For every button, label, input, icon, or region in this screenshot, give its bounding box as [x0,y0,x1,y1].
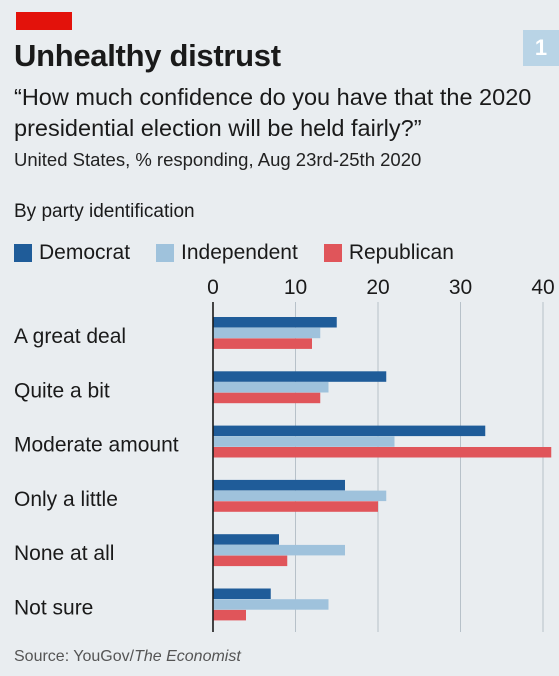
category-label: Not sure [14,597,93,620]
bar-chart: 0 10 20 30 40 A great deal Quite a bit Moderate… [14,276,555,632]
bar [213,501,378,512]
bar [213,555,288,567]
bar [213,490,387,502]
category-label: Moderate amount [14,434,179,457]
bar [213,425,486,437]
x-tick-label: 10 [284,276,307,299]
bar [213,599,329,610]
bar [213,436,395,447]
legend-label-republican: Republican [348,241,454,264]
category-label: Quite a bit [14,379,110,402]
x-tick-label: 20 [366,276,389,299]
x-tick-label: 30 [449,276,472,299]
source-note: Source: YouGov/The Economist [14,648,241,666]
x-tick-label: 0 [207,276,219,299]
source-prefix: Source: YouGov/ [14,648,135,665]
legend-label-democrat: Democrat [39,241,131,264]
legend-swatch-democrat [14,244,32,262]
section-label: By party identification [14,201,195,222]
bar [213,382,329,393]
legend-label-independent: Independent [181,241,298,264]
bar [213,609,246,621]
chart-description: United States, % responding, Aug 23rd-25… [14,149,422,170]
category-label: A great deal [14,325,126,348]
chart-subtitle: “How much confidence do you have that th… [14,84,532,141]
bar [213,327,321,339]
legend-swatch-republican [323,244,342,262]
x-tick-label: 40 [531,276,554,299]
bar [213,544,345,556]
bar [213,588,271,599]
legend-swatch-independent [156,244,175,262]
bar [213,371,387,382]
chart-title: Unhealthy distrust [14,38,281,73]
brand-red-tag [16,12,72,30]
bar [213,338,312,349]
category-label: Only a little [14,488,118,511]
bar [213,392,321,404]
category-label: None at all [14,542,114,565]
legend-item-democrat: Democrat [14,241,130,265]
bar [213,317,337,328]
legend-item-independent: Independent [156,241,298,265]
legend: Democrat Independent Republican [14,238,480,268]
figure-number-badge: 1 [523,30,559,66]
source-publication: The Economist [134,648,241,665]
legend-item-republican: Republican [323,241,454,265]
bar [213,479,345,491]
bar [213,534,279,545]
bar [213,447,552,458]
